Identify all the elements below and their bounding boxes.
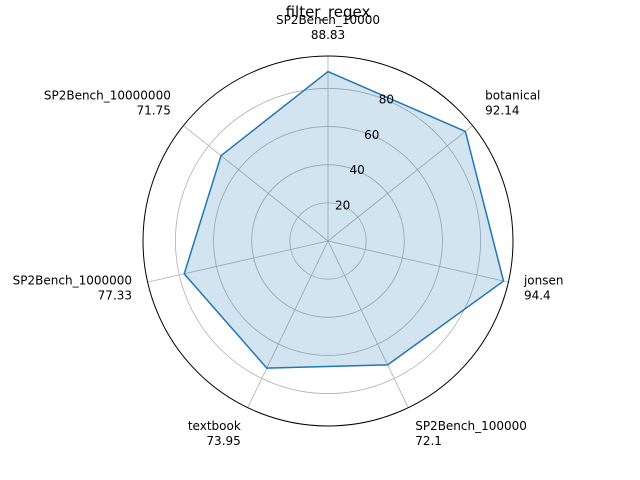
axis-category-label: botanical bbox=[485, 89, 540, 103]
radial-tick-label: 60 bbox=[364, 128, 379, 142]
axis-value-label: 94.4 bbox=[524, 289, 551, 303]
grid-layer bbox=[142, 55, 514, 427]
axis-category-label: SP2Bench_100000 bbox=[415, 419, 527, 433]
outer-spine bbox=[142, 55, 514, 427]
axis-value-label: 92.14 bbox=[485, 104, 519, 118]
series-area bbox=[184, 71, 504, 369]
radial-tick-label: 20 bbox=[335, 198, 350, 212]
spoke-5 bbox=[147, 240, 329, 283]
axis-value-label: 71.75 bbox=[136, 104, 170, 118]
spoke-4 bbox=[247, 240, 329, 408]
spoke-1 bbox=[327, 125, 473, 242]
axis-value-label: 77.33 bbox=[98, 289, 132, 303]
spoke-2 bbox=[327, 240, 509, 283]
series-line bbox=[183, 70, 505, 369]
axis-category-label: textbook bbox=[188, 419, 241, 433]
axis-value-label: 88.83 bbox=[311, 28, 345, 42]
radial-tick-label: 80 bbox=[379, 93, 394, 107]
series-layer bbox=[183, 70, 505, 369]
chart-title: filter_regex bbox=[286, 3, 371, 22]
axis-category-label: SP2Bench_1000000 bbox=[13, 274, 132, 288]
axis-category-label: SP2Bench_10000 bbox=[276, 13, 380, 27]
axis-value-label: 72.1 bbox=[415, 434, 442, 448]
radial-tick-label: 40 bbox=[350, 163, 365, 177]
axis-value-label: 73.95 bbox=[206, 434, 240, 448]
spoke-6 bbox=[183, 125, 329, 242]
axis-category-label: jonsen bbox=[523, 274, 564, 288]
spoke-3 bbox=[327, 240, 409, 408]
axis-category-label: SP2Bench_10000000 bbox=[44, 89, 171, 103]
